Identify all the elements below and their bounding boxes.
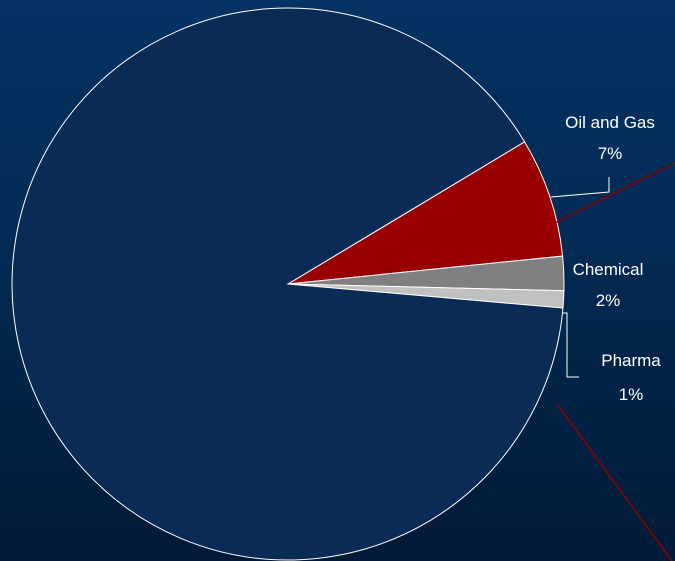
slice-value-chemical: 2% [596,291,621,310]
pie-slices [11,7,565,561]
leader-line-pharma [563,312,579,378]
zoom-connector-line-top [554,162,675,224]
leader-line-oil-and-gas [550,177,610,198]
slice-value-oil-and-gas: 7% [598,144,623,163]
slice-label-oil-and-gas: Oil and Gas [565,113,655,132]
slice-labels: Oil and Gas 7% Chemical 2% Pharma 1% [565,113,661,404]
slice-label-chemical: Chemical [573,260,644,279]
leader-lines [550,177,610,378]
slice-value-pharma: 1% [619,385,644,404]
slice-label-pharma: Pharma [601,351,661,370]
slice-remainder [11,7,564,561]
zoom-connector-line-bottom [556,403,673,561]
slice-oil-and-gas [287,141,564,285]
zoom-connector-lines [554,162,675,561]
